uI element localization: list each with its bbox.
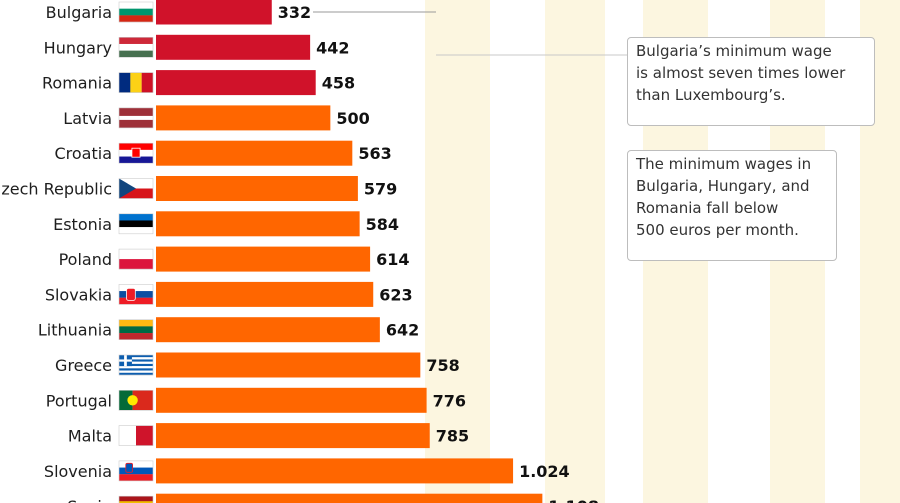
bar-row: Lithuania 642 <box>38 317 419 343</box>
country-label: Portugal <box>46 391 112 410</box>
slovenia-flag-icon <box>118 460 154 482</box>
country-label: Latvia <box>63 109 112 128</box>
country-label: Slovenia <box>44 462 112 481</box>
value-label: 1.108 <box>548 497 599 503</box>
bar-row: Spain 1.108 <box>67 493 599 503</box>
bar-row: Croatia 563 <box>54 140 392 166</box>
czech-flag-icon <box>118 178 154 199</box>
value-label: 758 <box>426 356 459 375</box>
bar <box>156 105 331 131</box>
country-label: Greece <box>55 356 112 375</box>
bar <box>156 34 311 60</box>
country-label: Romania <box>42 74 112 93</box>
bulgaria-flag-icon <box>118 1 154 23</box>
bar <box>156 70 316 96</box>
country-label: zech Republic <box>1 180 112 199</box>
bar <box>156 387 427 413</box>
value-label: 579 <box>364 180 397 199</box>
bar <box>156 352 421 378</box>
estonia-flag-icon <box>118 213 154 235</box>
value-label: 563 <box>358 144 391 163</box>
lithuania-flag-icon <box>118 319 154 341</box>
annotation-luxembourg-comparison: Bulgaria’s minimum wage is almost seven … <box>627 37 875 126</box>
country-label: Hungary <box>44 38 112 57</box>
bar <box>156 246 371 272</box>
country-label: Estonia <box>53 215 112 234</box>
hungary-flag-icon <box>118 36 154 58</box>
bar <box>156 423 430 449</box>
country-label: Malta <box>68 427 112 446</box>
value-label: 332 <box>278 3 311 22</box>
value-label: 458 <box>322 74 355 93</box>
country-label: Spain <box>67 497 112 503</box>
croatia-flag-icon <box>118 142 154 164</box>
country-label: Slovakia <box>45 285 112 304</box>
value-label: 1.024 <box>519 462 570 481</box>
bar-row: Poland 614 <box>59 246 410 272</box>
value-label: 642 <box>386 321 419 340</box>
stripe <box>425 0 490 503</box>
bar-row: Slovenia 1.024 <box>44 458 570 484</box>
bar-row: Slovakia 623 <box>45 281 413 307</box>
value-label: 623 <box>379 285 412 304</box>
bar-row: Latvia 500 <box>63 105 370 131</box>
country-label: Croatia <box>54 144 112 163</box>
value-label: 776 <box>433 391 466 410</box>
value-label: 614 <box>376 250 409 269</box>
bar <box>156 211 360 237</box>
bar <box>156 176 358 201</box>
bar <box>156 0 272 25</box>
value-label: 584 <box>366 215 399 234</box>
portugal-flag-icon <box>118 389 154 411</box>
bar-row: Romania 458 <box>42 70 355 96</box>
bar-row: Estonia 584 <box>53 211 399 237</box>
spain-flag-icon <box>118 495 154 503</box>
value-label: 785 <box>436 427 469 446</box>
bar-row: Portugal 776 <box>46 387 466 413</box>
bar <box>156 458 514 484</box>
bar-row: Bulgaria 332 <box>46 0 311 25</box>
country-label: Lithuania <box>38 321 112 340</box>
bar-row: Hungary 442 <box>44 34 350 60</box>
latvia-flag-icon <box>118 107 154 129</box>
romania-flag-icon <box>118 72 154 93</box>
annotation-below-500: The minimum wages in Bulgaria, Hungary, … <box>627 150 837 261</box>
malta-flag-icon <box>118 425 154 446</box>
bar-row: Malta 785 <box>68 423 469 449</box>
bar <box>156 317 380 343</box>
country-label: Bulgaria <box>46 3 112 22</box>
slovakia-flag-icon <box>118 284 154 305</box>
stripe <box>545 0 605 503</box>
bar-row: Greece 758 <box>55 352 460 378</box>
bar <box>156 140 353 166</box>
value-label: 500 <box>336 109 369 128</box>
bar-row: zech Republic 579 <box>1 176 397 201</box>
bar <box>156 493 543 503</box>
value-label: 442 <box>316 38 349 57</box>
greece-flag-icon <box>118 354 154 376</box>
poland-flag-icon <box>118 248 154 270</box>
country-label: Poland <box>59 250 112 269</box>
bar <box>156 281 374 307</box>
